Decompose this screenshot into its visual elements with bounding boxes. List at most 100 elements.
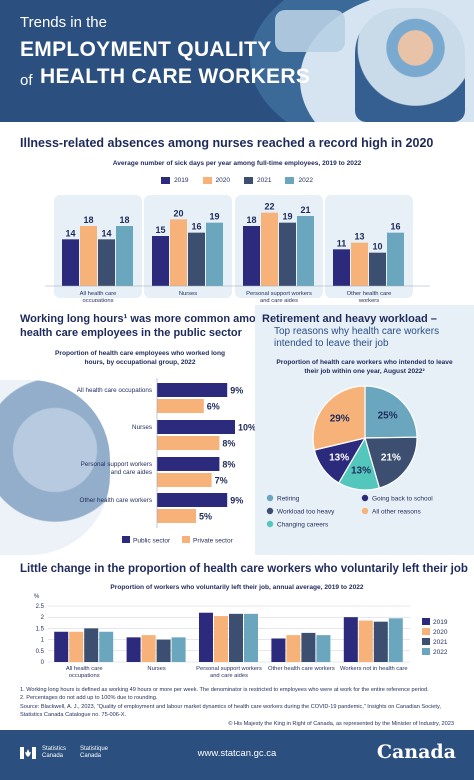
chart2-bar [157,399,204,413]
pie-legend-dot [361,494,369,502]
chart1-category-label: Personal support workers [246,291,312,297]
chart1-bar [369,252,386,286]
chart4-bar [54,631,69,662]
legend-swatch [161,177,171,184]
legend-item-2019: 2019 [161,177,189,184]
chart4-bar [156,639,171,662]
chart4-bar [141,635,156,662]
chart4-category-label: and care aides [210,673,248,679]
chart1-legend: 2019 2020 2021 2022 [0,177,474,184]
chart4-legend-swatch [422,618,430,625]
section2-subtitle-line2: hours, by occupational group, 2022 [84,359,196,366]
agency-en-line1: Statistics [42,746,67,752]
chart2-long-hours: 9%6%10%8%8%7%9%5%Public sector Private se… [122,378,255,545]
header-kicker: Trends in the [20,14,107,31]
chart4-bar [373,621,388,662]
canada-flag-icon [20,747,36,759]
section3-subheading-line1: Top reasons why health care workers [274,326,440,337]
chart4-bar [126,637,141,662]
footer-bar: Statistics Canada Statistique Canada www… [0,730,474,780]
chart4-bar [69,631,84,662]
chart4-category-label: All health care [66,666,103,672]
chart1-category-label: Nurses [179,291,197,297]
footnote-2: 2. Percentages do not add up to 100% due… [20,695,158,701]
website-link[interactable]: www.statcan.gc.ca [197,748,277,759]
legend-item-2022: 2022 [285,177,313,184]
chart1-bar [170,219,187,286]
chart4-bar [199,612,213,662]
agency-en-line2: Canada [42,753,64,760]
chart1-value-label: 16 [191,222,201,232]
section4-heading: Little change in the proportion of healt… [20,563,468,575]
chart1-bar [62,239,79,286]
legend-item-2020: 2020 [202,177,230,184]
chart1-value-label: 13 [354,232,364,242]
chart2-category-label: Other health care workers [79,497,152,504]
chart1-category-label: and care aides [260,298,298,302]
chart1-category-label: Other health care [347,291,392,297]
chart4-bar [301,632,316,662]
legend-label: 2022 [298,177,313,184]
pie-legend-label: Retiring [277,495,300,502]
chart4-bar [171,637,186,662]
section3-subheading-line2: intended to leave their job [274,338,389,349]
chart4-legend-swatch [422,648,430,655]
chart1-bar [261,212,278,286]
nurse-photo [355,8,465,122]
header-title-line2: HEALTH CARE WORKERS [40,65,311,88]
chart2-bar [157,457,220,471]
chart2-bar [157,420,235,434]
footnote-source: Source: Blackwell, A. J., 2023, “Quality… [20,704,441,710]
footnote-1: 1. Working long hours is defined as work… [20,687,429,693]
legend-item-2021: 2021 [244,177,271,184]
section2-heading-line2: health care employees in the public sect… [20,327,242,339]
chart1-bar [351,242,368,286]
chart1-bar [243,226,260,286]
pie-value-label: 13% [351,465,371,476]
agency-fr-line2: Canada [80,753,102,760]
pie-legend-dot [266,507,274,515]
chart1-bar [152,236,169,286]
chart4-tick-label: 1 [41,638,45,644]
chart2-legend-label: Public sector [133,538,171,545]
pie-value-label: 29% [330,414,350,425]
chart1-bar [333,249,350,286]
chart1-value-label: 15 [155,225,165,235]
chart1-value-label: 21 [300,205,310,215]
copyright: © His Majesty the King in Right of Canad… [228,721,454,727]
legend-swatch [202,177,212,184]
chart2-legend-swatch [122,536,130,543]
header-title-line1: EMPLOYMENT QUALITY [20,38,272,61]
chart4-bar [388,618,403,662]
chart2-bar [157,436,220,450]
chart2-value-label: 8% [222,460,235,470]
chart4-legend-label: 2019 [433,619,448,626]
chart1-value-label: 11 [337,238,347,248]
agency-name-en: Statistics Canada [42,746,66,760]
chart4-tick-label: 0.5 [36,649,45,655]
chart4-bar [244,613,258,662]
pie-value-label: 13% [329,453,349,464]
chart4-legend-swatch [422,628,430,635]
chart4-category-label: Personal support workers [196,666,262,672]
chart4-bar [343,617,358,662]
chart4-category-label: Nurses [147,666,165,672]
chart2-legend-label: Private sector [193,538,234,545]
chart3-reasons-pie: 25% 21% 13%13% 29% Retiring Going back to sch… [266,385,433,528]
chart2-category-label: All health care occupations [76,387,152,394]
chart2-category-label: Nurses [132,424,152,431]
clipboard-photo [275,10,345,52]
section4-subtitle: Proportion of workers who voluntarily le… [110,584,364,591]
chart1-bar [206,222,223,286]
chart1-value-label: 16 [390,222,400,232]
chart4-bar [214,616,228,662]
footnote-catalogue: Statistics Canada Catalogue no. 75-006-X… [20,712,127,718]
section1-subtitle: Average number of sick days per year amo… [112,160,362,167]
chart4-tick-label: 2.5 [36,604,45,610]
pie-slice-workload-too-heavy [364,436,418,489]
chart4-category-label: Other health care workers [268,666,335,672]
chart1-value-label: 20 [173,208,183,218]
chart4-category-label: Workers not in health care [340,666,408,672]
chart4-legend-swatch [422,638,430,645]
